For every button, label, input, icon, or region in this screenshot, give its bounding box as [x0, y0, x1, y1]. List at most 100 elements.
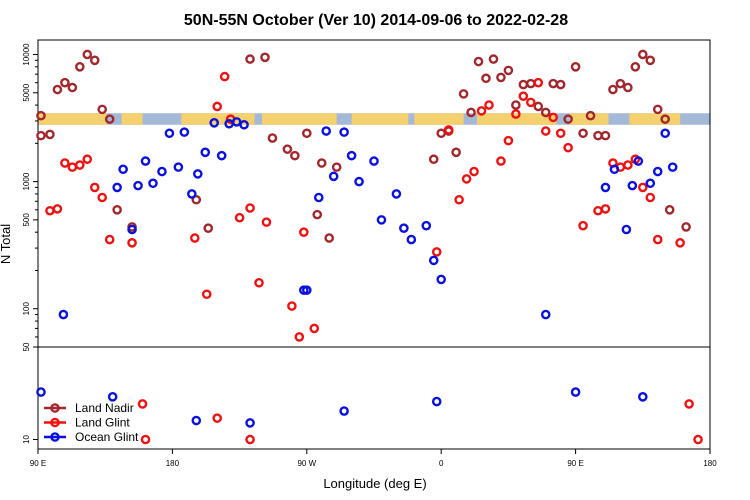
land-glint-point	[212, 101, 222, 112]
ocean-glint-point	[627, 180, 638, 191]
land-nadir-point	[290, 150, 300, 161]
land-segment	[351, 113, 409, 125]
land-nadir-point	[52, 84, 63, 95]
ocean-glint-point	[216, 150, 227, 161]
ocean-glint-point	[570, 387, 581, 397]
ocean-glint-point	[112, 182, 122, 193]
ocean-glint-point	[638, 392, 648, 402]
ocean-glint-point	[431, 396, 442, 407]
y-tick-label: 5000	[22, 83, 31, 101]
x-tick-label: 90 E	[567, 459, 583, 468]
top-panel-frame	[37, 39, 711, 348]
land-glint-point	[75, 160, 85, 170]
legend-marker-land-glint	[50, 417, 60, 428]
land-glint-point	[245, 203, 255, 213]
land-glint-point	[675, 238, 685, 248]
y-tick-label: 10000	[22, 43, 31, 66]
ocean-glint-point	[667, 162, 678, 172]
land-glint-point	[526, 97, 536, 108]
land-glint-point	[299, 227, 309, 237]
ocean-glint-point	[209, 118, 220, 128]
land-glint-point	[684, 399, 694, 409]
land-nadir-point	[630, 62, 641, 72]
land-nadir-point	[60, 77, 70, 88]
land-glint-point	[234, 212, 245, 223]
ocean-glint-point	[609, 164, 620, 175]
land-glint-point	[212, 413, 222, 423]
land-glint-point	[503, 135, 514, 146]
land-nadir-point	[191, 194, 202, 205]
land-glint-point	[484, 100, 494, 110]
land-glint-point	[97, 192, 108, 203]
ocean-glint-point	[36, 387, 46, 397]
land-segment	[38, 113, 107, 125]
land-glint-point	[533, 77, 544, 88]
land-nadir-point	[623, 82, 633, 93]
land-glint-point	[219, 71, 230, 82]
land-nadir-point	[652, 104, 663, 115]
land-glint-point	[578, 220, 588, 231]
land-nadir-point	[428, 154, 439, 165]
legend-marker-land-nadir	[50, 403, 60, 413]
y-tick-label: 50	[22, 342, 31, 351]
y-tick-label: 10	[22, 435, 31, 444]
land-segment	[262, 113, 337, 125]
ocean-glint-point	[621, 224, 632, 235]
land-nadir-point	[260, 52, 270, 63]
ocean-glint-point	[399, 223, 409, 234]
land-nadir-point	[511, 100, 521, 110]
land-glint-point	[89, 182, 100, 193]
axes: 90 E 180 90 W 0 90 E 180 50 100 500 1000 5000 10000…	[22, 43, 717, 468]
ocean-glint-point	[107, 392, 118, 402]
legend-label-land-nadir: Land Nadir	[75, 401, 134, 415]
land-nadir-point	[681, 222, 691, 232]
ocean-glint-point	[192, 169, 203, 179]
x-axis-title: Longitude (deg E)	[323, 476, 426, 491]
land-nadir-point	[89, 55, 100, 66]
land-glint-point	[540, 126, 551, 136]
land-nadir-point	[518, 79, 529, 90]
ocean-glint-point	[157, 166, 167, 177]
land-nadir-point	[638, 49, 648, 60]
land-glint-point	[476, 106, 487, 116]
land-nadir-point	[245, 54, 255, 64]
ocean-glint-point	[346, 150, 357, 161]
y-tick-label: 100	[22, 302, 31, 316]
land-glint-point	[454, 194, 464, 205]
land-glint-point	[294, 332, 305, 342]
ocean-glint-point	[339, 406, 349, 416]
land-nadir-point	[104, 114, 115, 124]
land-segment	[121, 113, 143, 125]
land-nadir-point	[36, 110, 46, 121]
land-glint-point	[137, 399, 148, 409]
ocean-glint-point	[354, 176, 364, 187]
ocean-glint-point	[600, 182, 611, 193]
x-tick-label: 180	[166, 459, 180, 468]
land-nadir-point	[555, 79, 566, 90]
land-nadir-point	[203, 223, 214, 234]
land-glint-point	[638, 182, 648, 193]
land-nadir-point	[316, 158, 327, 168]
land-glint-point	[261, 217, 272, 227]
land-nadir-point	[585, 110, 596, 121]
ocean-glint-point	[239, 119, 249, 130]
land-nadir-point	[112, 205, 122, 215]
land-glint-point	[140, 434, 151, 445]
ocean-glint-point	[421, 220, 432, 231]
land-glint-point	[593, 205, 603, 216]
ocean-glint-point	[406, 234, 417, 245]
y-axis-title: N Total	[0, 224, 13, 264]
ocean-glint-point	[133, 180, 143, 191]
land-nadir-point	[312, 209, 323, 220]
land-nadir-point	[324, 233, 335, 243]
land-glint-point	[496, 156, 506, 166]
ocean-glint-point	[118, 164, 128, 175]
land-ocean-band	[38, 113, 710, 125]
ocean-glint-point	[652, 166, 663, 177]
land-glint-point	[287, 301, 297, 311]
land-nadir-point	[436, 128, 447, 139]
land-segment	[181, 113, 255, 125]
ocean-glint-point	[328, 171, 339, 182]
